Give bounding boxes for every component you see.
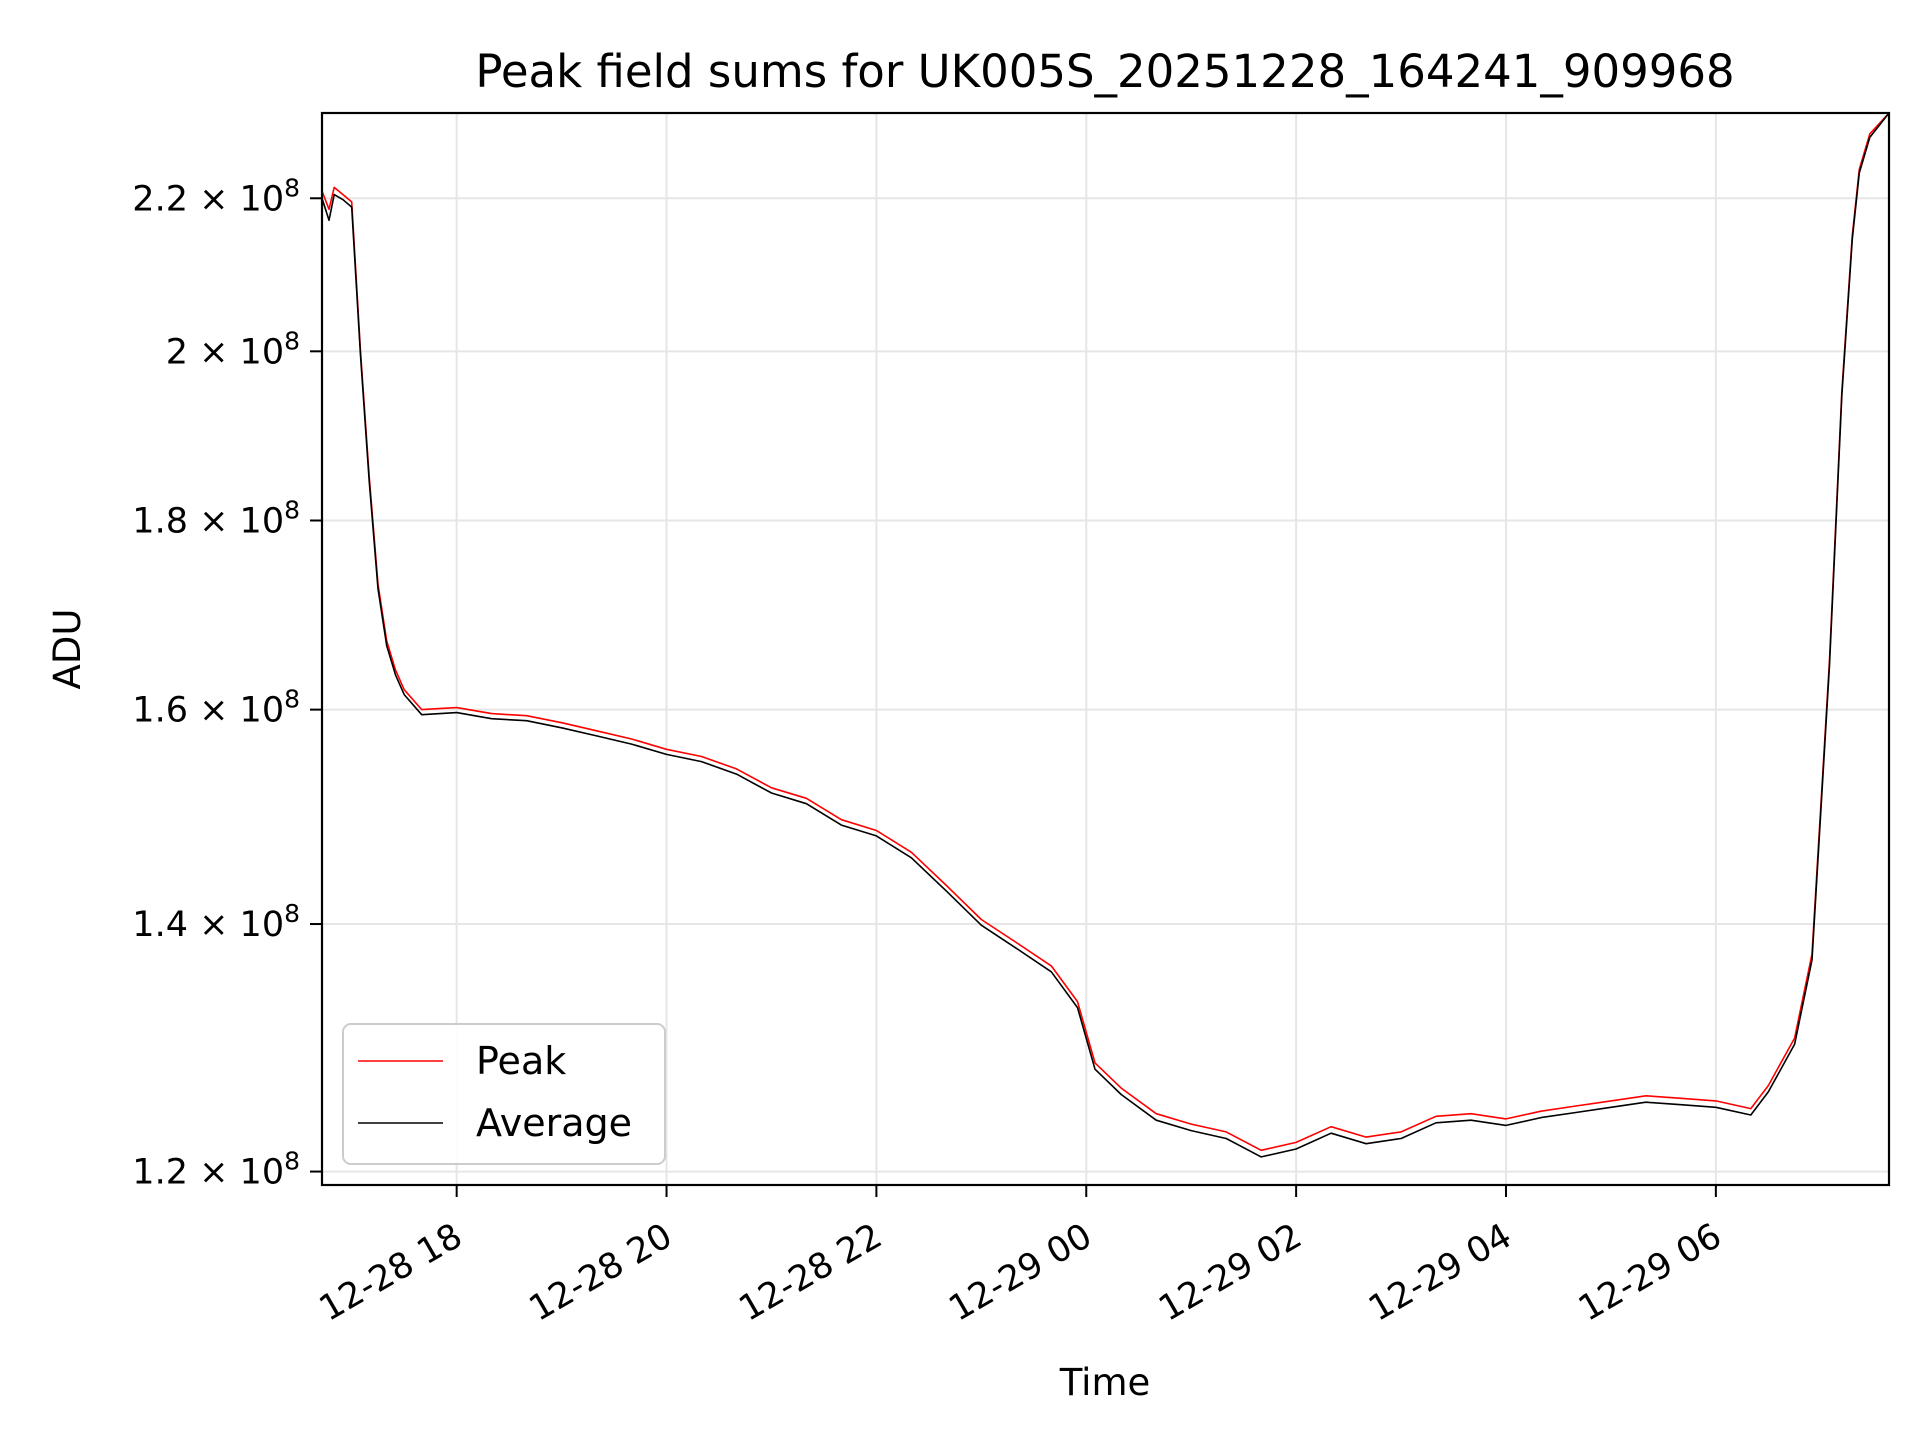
y-tick-base: 10: [240, 179, 285, 219]
y-axis-label: ADU: [46, 609, 89, 690]
y-tick-label: 2.2 × 108: [132, 173, 300, 219]
y-tick-base: 10: [240, 905, 285, 945]
y-tick-times: ×: [188, 905, 240, 945]
y-tick-label: 1.2 × 108: [132, 1147, 300, 1193]
y-tick-times: ×: [188, 332, 240, 372]
axes-frame: [320, 111, 1891, 1187]
y-tick-times: ×: [188, 179, 240, 219]
y-tick-exponent: 8: [284, 1147, 300, 1176]
series-line-average: [321, 112, 1890, 1158]
grid: [322, 113, 1889, 1185]
legend: Peak Average: [342, 1023, 666, 1165]
series-line-peak: [321, 112, 1890, 1152]
y-tick-mantissa: 1.8: [132, 502, 188, 542]
y-tick-times: ×: [188, 1153, 240, 1193]
y-tick-exponent: 8: [284, 326, 300, 355]
y-tick-label: 2 × 108: [166, 326, 300, 372]
y-tick-mantissa: 1.2: [132, 1153, 188, 1193]
series-layer: [321, 112, 1890, 1158]
y-tick-exponent: 8: [284, 685, 300, 714]
y-tick-exponent: 8: [284, 899, 300, 928]
y-tick-label: 1.4 × 108: [132, 899, 300, 945]
x-axis-label: Time: [1059, 1361, 1151, 1404]
y-tick-exponent: 8: [284, 496, 300, 525]
plot-area: [322, 113, 1889, 1185]
y-tick-mantissa: 2.2: [132, 179, 188, 219]
y-tick-base: 10: [240, 332, 285, 372]
y-tick-label: 1.8 × 108: [132, 496, 300, 542]
y-tick-base: 10: [240, 691, 285, 731]
y-tick-mantissa: 2: [166, 332, 188, 372]
y-tick-mantissa: 1.4: [132, 905, 188, 945]
y-tick-times: ×: [188, 691, 240, 731]
legend-label-average: Average: [476, 1101, 632, 1145]
legend-box: [342, 1023, 666, 1165]
y-tick-base: 10: [240, 1153, 285, 1193]
y-tick-label: 1.6 × 108: [132, 685, 300, 731]
chart-title: Peak field sums for UK005S_20251228_1642…: [475, 45, 1734, 98]
y-tick-base: 10: [240, 502, 285, 542]
y-tick-exponent: 8: [284, 173, 300, 202]
legend-label-peak: Peak: [476, 1039, 566, 1083]
y-tick-times: ×: [188, 502, 240, 542]
y-tick-mantissa: 1.6: [132, 691, 188, 731]
